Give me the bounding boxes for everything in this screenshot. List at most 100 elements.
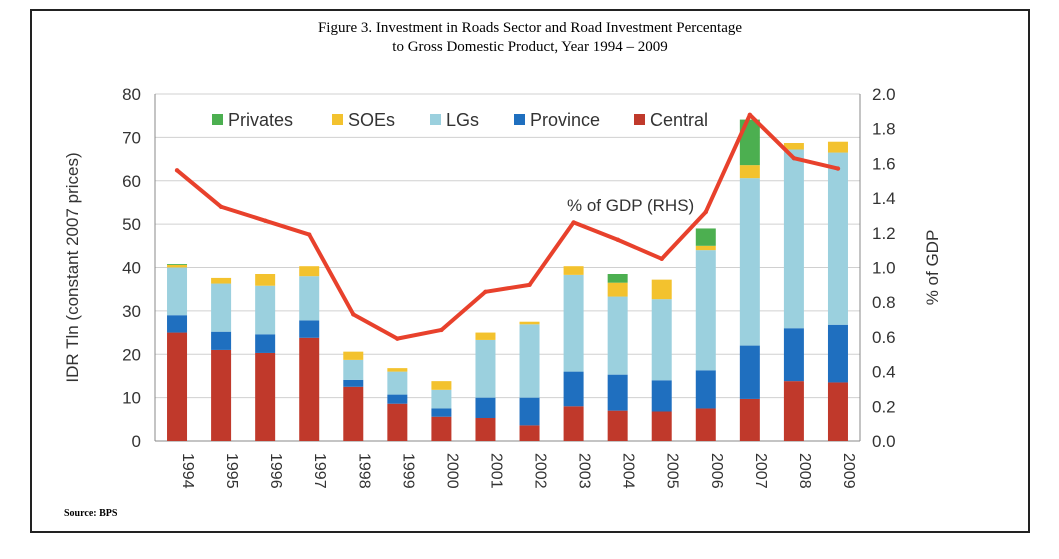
x-tick-label: 1997	[311, 453, 328, 489]
x-tick-label: 2008	[796, 453, 813, 489]
x-tick-label: 2000	[443, 453, 460, 489]
bar-segment-lgs	[431, 389, 452, 409]
y-tick-label: 60	[122, 172, 141, 191]
gdp-percent-point	[262, 218, 268, 223]
bar-segment-province	[255, 334, 276, 353]
bar-segment-province	[563, 371, 584, 407]
bar-segment-lgs	[827, 152, 848, 325]
bar-segment-privates	[167, 264, 188, 265]
y-tick-label: 40	[122, 259, 141, 278]
bar-segment-central	[343, 386, 364, 441]
legend-swatch-central	[634, 114, 645, 125]
bar-segment-central	[211, 349, 232, 441]
bar-segment-soes	[827, 141, 848, 153]
bar-segment-soes	[519, 321, 540, 325]
bar-segment-province	[167, 315, 188, 333]
bar-segment-province	[387, 394, 408, 404]
bar-segment-province	[607, 374, 628, 411]
bar-segment-lgs	[255, 285, 276, 335]
gdp-percent-point	[615, 237, 620, 242]
bar-segment-lgs	[343, 359, 364, 380]
legend-swatch-privates	[212, 114, 223, 125]
legend-label-privates: Privates	[228, 110, 293, 130]
bar-segment-lgs	[651, 299, 672, 381]
bar-segment-privates	[739, 119, 760, 166]
bar-segment-soes	[387, 368, 408, 372]
y-tick-label: 10	[122, 389, 141, 408]
bar-segment-central	[783, 381, 804, 441]
y2-tick-label: 2.0	[872, 85, 896, 104]
bar-segment-central	[475, 418, 496, 441]
x-tick-label: 1994	[179, 453, 196, 489]
bar-segment-lgs	[783, 149, 804, 329]
bar-segment-central	[299, 337, 320, 441]
legend-label-soes: SOEs	[348, 110, 395, 130]
bar-segment-province	[519, 397, 540, 426]
gdp-percent-point	[835, 166, 841, 171]
bar-segment-central	[827, 382, 848, 441]
bar-segment-province	[695, 370, 716, 409]
bar-segment-central	[695, 408, 716, 441]
bar-segment-soes	[475, 332, 496, 340]
gdp-percent-point	[439, 327, 444, 333]
bar-segment-soes	[695, 245, 716, 251]
gdp-percent-point	[351, 312, 356, 317]
bar-segment-lgs	[519, 324, 540, 398]
y2-tick-label: 1.2	[872, 224, 896, 243]
x-tick-label: 2001	[487, 453, 504, 489]
y2-tick-label: 1.0	[872, 259, 896, 278]
bar-segment-province	[827, 324, 848, 383]
bar-segment-lgs	[739, 178, 760, 346]
bar-segment-privates	[695, 228, 716, 246]
x-tick-label: 1998	[355, 453, 372, 489]
y2-tick-label: 1.4	[872, 189, 896, 208]
y-tick-label: 70	[122, 128, 141, 147]
bar-segment-central	[563, 406, 584, 441]
legend-label-province: Province	[530, 110, 600, 130]
bar-segment-soes	[255, 274, 276, 286]
bar-segment-central	[431, 416, 452, 441]
y2-tick-label: 0.8	[872, 293, 896, 312]
x-tick-label: 2005	[664, 453, 681, 489]
bar-segment-central	[387, 403, 408, 441]
gdp-line-annotation: % of GDP (RHS)	[567, 196, 694, 215]
x-tick-label: 1995	[223, 453, 240, 489]
legend-label-central: Central	[650, 110, 708, 130]
figure-frame	[30, 9, 1030, 533]
y2-axis-title: % of GDP	[923, 230, 942, 306]
x-tick-label: 1999	[399, 453, 416, 489]
bar-segment-lgs	[475, 339, 496, 398]
bar-segment-province	[475, 397, 496, 419]
bar-segment-soes	[651, 279, 672, 300]
bar-segment-province	[299, 320, 320, 338]
bar-segment-soes	[211, 277, 232, 284]
bar-segment-lgs	[299, 276, 320, 321]
bar-segment-lgs	[695, 250, 716, 371]
y2-tick-label: 0.4	[872, 363, 896, 382]
y2-tick-label: 1.8	[872, 120, 896, 139]
bar-segment-lgs	[607, 296, 628, 375]
figure-title-line-1: Figure 3. Investment in Roads Sector and…	[317, 20, 743, 36]
legend-label-lgs: LGs	[446, 110, 479, 130]
legend-swatch-soes	[332, 114, 343, 125]
x-tick-label: 2007	[752, 453, 769, 489]
figure-title-line-2: to Gross Domestic Product, Year 1994 – 2…	[392, 39, 668, 55]
gdp-percent-point	[483, 289, 488, 294]
y-tick-label: 20	[122, 345, 141, 364]
bar-segment-lgs	[211, 283, 232, 332]
gdp-percent-point	[218, 204, 224, 209]
y2-tick-label: 0.2	[872, 397, 896, 416]
gdp-percent-point	[747, 112, 753, 118]
bar-segment-soes	[783, 143, 804, 150]
bar-segment-soes	[431, 381, 452, 390]
x-tick-label: 1996	[267, 453, 284, 489]
x-tick-label: 2006	[708, 453, 725, 489]
gdp-percent-point	[395, 336, 400, 341]
legend-swatch-province	[514, 114, 525, 125]
gdp-percent-point	[527, 282, 532, 288]
x-tick-label: 2002	[532, 453, 549, 489]
gdp-percent-point	[174, 168, 180, 173]
y-tick-label: 50	[122, 215, 141, 234]
bar-segment-province	[783, 328, 804, 382]
